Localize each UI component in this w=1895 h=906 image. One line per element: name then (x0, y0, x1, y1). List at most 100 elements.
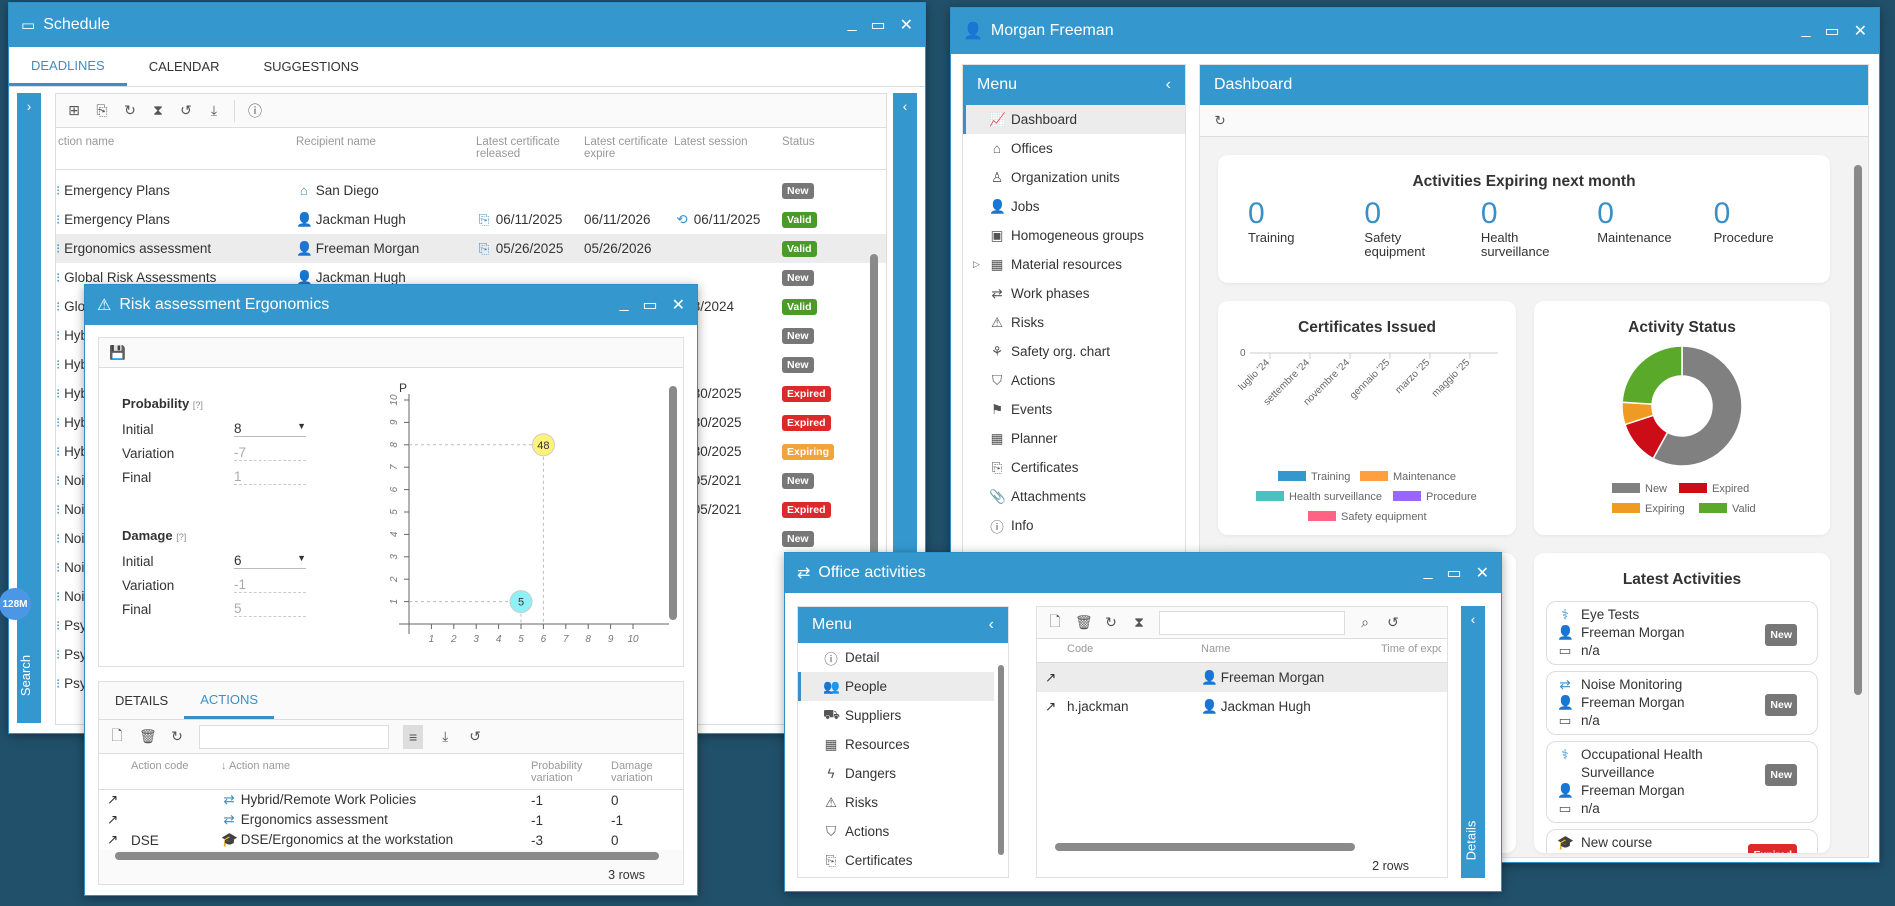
activity-card[interactable]: 🎓New course👤Freeman MorganExpired (1546, 829, 1818, 853)
tab-calendar[interactable]: CALENDAR (148, 59, 220, 74)
download-icon[interactable]: ⤓ (210, 102, 218, 118)
table-row[interactable]: ⁝ Psy (56, 669, 886, 698)
close-button[interactable]: ✕ (1475, 565, 1489, 582)
close-button[interactable]: ✕ (671, 297, 685, 314)
col-cert-expire[interactable]: Latest certificate expire (584, 136, 668, 160)
filter-input[interactable] (199, 724, 389, 749)
table-row[interactable]: ⁝ Hyb 05/30/2025 Expired (56, 379, 886, 408)
menu-item-actions[interactable]: ⛉ Actions (963, 366, 1185, 395)
menu-item-risks[interactable]: ⚠ Risks (824, 794, 878, 811)
menu-item-dashboard[interactable]: 📈 Dashboard (963, 105, 1185, 134)
table-row[interactable]: ⁝ Noi (56, 582, 886, 611)
refresh-icon[interactable]: ↻ (1105, 614, 1117, 630)
maximize-button[interactable]: ▭ (642, 297, 658, 314)
menu-item-info[interactable]: ⓘ Info (963, 511, 1185, 540)
activity-card[interactable]: ⚕ Eye Tests 👤 Freeman Morgan ▭ n/a New (1546, 601, 1818, 665)
refresh-icon[interactable]: ↻ (124, 102, 136, 118)
table-row[interactable]: ⁝ Noi (56, 553, 886, 582)
certificate-icon[interactable]: ⎘ (96, 102, 108, 118)
search-panel-toggle[interactable]: › Search (17, 93, 41, 723)
new-icon[interactable]: 🗋 (1049, 612, 1061, 629)
table-row[interactable]: ⁝ Global Risk Assessments 👤 Jackman Hugh N… (56, 263, 886, 292)
probability-help[interactable]: [?] (192, 400, 203, 410)
col-name[interactable]: Name (1201, 643, 1231, 655)
table-row[interactable]: ⁝ Psy (56, 640, 886, 669)
col-code[interactable]: Code (1067, 643, 1094, 655)
tab-details[interactable]: DETAILS (115, 693, 169, 708)
col-action-name[interactable]: ction name (58, 136, 115, 148)
minimize-button[interactable]: _ (1423, 563, 1433, 580)
menu-item-detail[interactable]: ⓘ Detail (798, 643, 994, 672)
menu-item-certificates[interactable]: ⎘ Certificates (798, 846, 994, 875)
maximize-button[interactable]: ▭ (1446, 565, 1462, 582)
open-link-icon[interactable]: ↗ (107, 792, 119, 807)
menu-item-work-phases[interactable]: ⇄ Work phases (963, 279, 1185, 308)
open-link-icon[interactable]: ↗ (107, 812, 119, 827)
menu-item-safety-org-chart[interactable]: ⚘ Safety org. chart (990, 343, 1111, 360)
close-button[interactable]: ✕ (899, 17, 913, 34)
table-row[interactable]: ⁝ Hyb New (56, 350, 886, 379)
col-prob-variation[interactable]: Probability variation (531, 760, 583, 784)
refresh-icon[interactable]: ↻ (1214, 112, 1226, 128)
collapse-menu-icon[interactable]: ‹ (1165, 76, 1171, 93)
menu-scrollbar[interactable] (998, 665, 1004, 855)
collapse-menu-icon[interactable]: ‹ (988, 616, 994, 633)
history-icon[interactable]: ↺ (180, 102, 192, 118)
col-latest-session[interactable]: Latest session (674, 136, 748, 148)
table-row[interactable]: ↗ ⇄ Ergonomics assessment -1 -1 (99, 810, 683, 830)
damage-initial-select[interactable]: 6 ▼ (234, 553, 306, 569)
form-scrollbar[interactable] (669, 386, 677, 620)
col-action-name[interactable]: ↓ Action name (221, 760, 291, 772)
menu-item-events[interactable]: ⚑ Events (990, 401, 1053, 418)
minimize-button[interactable]: _ (847, 15, 857, 32)
details-panel-toggle[interactable]: ‹ Details (1461, 606, 1485, 878)
menu-item-people[interactable]: 👥 People (798, 672, 994, 701)
table-row[interactable]: ↗ h.jackman 👤 Jackman Hugh (1037, 692, 1447, 721)
col-time-exposure[interactable]: Time of expo (1381, 643, 1441, 655)
menu-item-offices[interactable]: ⌂ Offices (963, 134, 1185, 163)
col-damage-variation[interactable]: Damage variation (611, 760, 653, 784)
search-icon[interactable]: ⌕ (1361, 614, 1369, 630)
table-row[interactable]: ⁝ Hyb New (56, 321, 886, 350)
hourglass-icon[interactable]: ⧗ (153, 102, 163, 118)
expiring-stat[interactable]: 0 Training (1248, 197, 1364, 259)
table-row[interactable]: ⁝ Emergency Plans ⌂ San Diego New (56, 176, 886, 205)
delete-icon[interactable]: 🗑 (139, 728, 157, 744)
tab-suggestions[interactable]: SUGGESTIONS (263, 59, 359, 74)
new-icon[interactable]: 🗋 (111, 726, 123, 743)
maximize-button[interactable]: ▭ (870, 17, 886, 34)
delete-icon[interactable]: 🗑 (1075, 614, 1093, 630)
table-row[interactable]: ⁝ Psy (56, 611, 886, 640)
menu-item-material-resources[interactable]: ▷ ▦ Material resources (973, 256, 1123, 273)
activity-card[interactable]: ⇄ Noise Monitoring 👤 Freeman Morgan ▭ n/a New (1546, 671, 1818, 735)
table-row[interactable]: ⁝ Noi New (56, 524, 886, 553)
vertical-scrollbar[interactable] (870, 254, 878, 584)
help-icon[interactable]: ⓘ (248, 102, 262, 119)
activity-card[interactable]: ⚕ Occupational Health Surveillance 👤 Freema… (1546, 741, 1818, 823)
morgan-titlebar[interactable]: 👤 Morgan Freeman _ ▭ ✕ (951, 8, 1879, 54)
tab-deadlines[interactable]: DEADLINES (9, 47, 127, 86)
menu-item-certificates[interactable]: ⎘ Certificates (963, 453, 1185, 482)
table-row[interactable]: ↗ ⇄ Hybrid/Remote Work Policies -1 0 (99, 790, 683, 810)
menu-item-suppliers[interactable]: ⛟ Suppliers (823, 706, 902, 724)
expiring-stat[interactable]: 0 Maintenance (1597, 197, 1713, 259)
horizontal-scrollbar[interactable] (115, 852, 659, 860)
menu-item-attachments[interactable]: 📎 Attachments (989, 488, 1087, 505)
search-input[interactable] (1159, 610, 1345, 635)
horizontal-scrollbar[interactable] (1055, 843, 1355, 851)
menu-item-resources[interactable]: ▦ Resources (824, 736, 910, 753)
expiring-stat[interactable]: 0 Health surveillance (1481, 197, 1597, 259)
menu-item-homogeneous-groups[interactable]: ▣ Homogeneous groups (990, 227, 1144, 244)
damage-help[interactable]: [?] (176, 532, 187, 542)
open-link-icon[interactable]: ↗ (107, 832, 119, 847)
menu-item-jobs[interactable]: 👤 Jobs (989, 198, 1040, 215)
maximize-button[interactable]: ▭ (1824, 23, 1840, 40)
dashboard-scrollbar[interactable] (1854, 165, 1862, 695)
table-row[interactable]: ↗ DSE 🎓 DSE/Ergonomics at the workstation -… (99, 830, 683, 850)
history-icon[interactable]: ↺ (1387, 614, 1399, 630)
menu-item-organization-units[interactable]: ♙ Organization units (990, 169, 1120, 186)
download-icon[interactable]: ⤓ (442, 728, 449, 744)
expiring-stat[interactable]: 0 Procedure (1714, 197, 1830, 259)
schedule-titlebar[interactable]: ▭ Schedule _ ▭ ✕ (9, 3, 925, 47)
menu-item-planner[interactable]: ▦ Planner (990, 430, 1058, 447)
